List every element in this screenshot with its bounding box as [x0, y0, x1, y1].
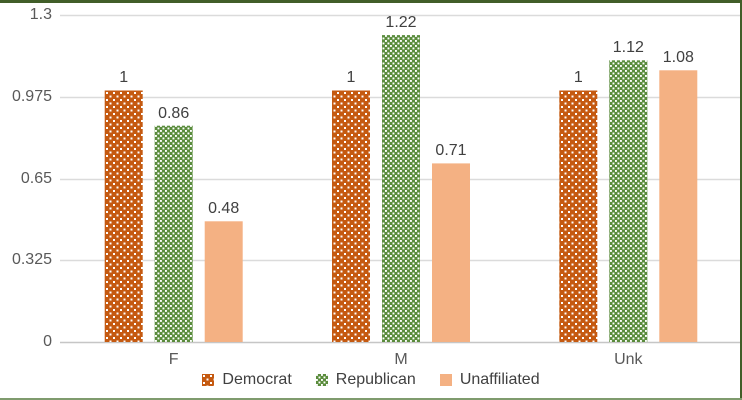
- value-label-republican-f: 0.86: [158, 104, 190, 122]
- bar-republican-f: [154, 125, 193, 342]
- bar-unaffiliated-m: [432, 163, 470, 342]
- y-tick-label-0: 0: [43, 333, 52, 350]
- value-label-unaffiliated-f: 0.48: [208, 200, 240, 218]
- y-tick-label-0.65: 0.65: [20, 169, 52, 187]
- legend-item-unaffiliated: Unaffiliated: [439, 371, 540, 389]
- bar-unaffiliated-f: [204, 221, 243, 342]
- legend-item-republican: Republican: [315, 371, 416, 389]
- bar-democrat-f: [104, 90, 143, 342]
- value-label-democrat-f: 1: [119, 69, 129, 87]
- value-label-republican-m: 1.22: [385, 14, 417, 32]
- window-border-bottom: [0, 398, 742, 400]
- y-tick-label-0.975: 0.975: [11, 87, 52, 105]
- value-label-unaffiliated-m: 0.71: [435, 142, 467, 160]
- legend-label-republican: Republican: [335, 371, 416, 388]
- x-category-label-m: M: [394, 351, 408, 368]
- x-category-label-f: F: [168, 351, 179, 368]
- bar-democrat-m: [332, 90, 370, 342]
- bar-unaffiliated-unk: [659, 70, 698, 343]
- value-label-republican-unk: 1.12: [612, 39, 644, 57]
- legend-swatch-democrat-icon: [202, 374, 215, 386]
- window-border-top: [0, 0, 742, 3]
- bar-republican-unk: [609, 60, 648, 343]
- x-category-label-unk: Unk: [614, 351, 643, 368]
- window-border-right: [740, 0, 742, 400]
- y-tick-label-1.3: 1.3: [29, 6, 52, 23]
- legend-label-democrat: Democrat: [222, 371, 292, 388]
- legend-item-democrat: Democrat: [202, 371, 292, 389]
- bar-democrat-unk: [559, 90, 598, 342]
- value-label-democrat-m: 1: [346, 69, 356, 87]
- legend: Democrat Republican Unaffiliated: [0, 371, 742, 389]
- bar-republican-m: [382, 35, 420, 342]
- value-label-unaffiliated-unk: 1.08: [662, 49, 694, 67]
- legend-label-unaffiliated: Unaffiliated: [459, 371, 540, 388]
- value-label-democrat-unk: 1: [573, 69, 583, 87]
- legend-swatch-unaffiliated-icon: [439, 374, 452, 386]
- legend-swatch-republican-icon: [315, 374, 328, 386]
- y-tick-label-0.325: 0.325: [11, 251, 52, 269]
